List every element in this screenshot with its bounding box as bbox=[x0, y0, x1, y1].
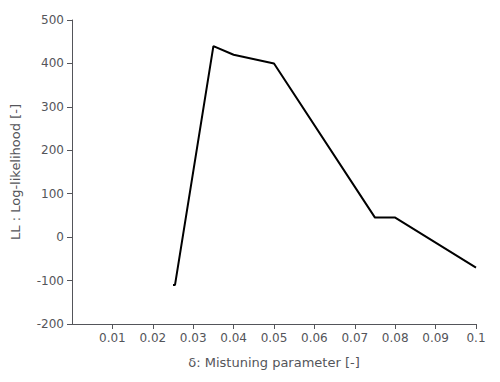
svg-text:500: 500 bbox=[41, 13, 64, 27]
svg-text:-200: -200 bbox=[37, 317, 64, 331]
svg-text:LL : Log-likelihood [-]: LL : Log-likelihood [-] bbox=[8, 104, 23, 240]
svg-text:0.09: 0.09 bbox=[422, 331, 449, 345]
svg-text:400: 400 bbox=[41, 56, 64, 70]
svg-text:200: 200 bbox=[41, 143, 64, 157]
svg-text:-100: -100 bbox=[37, 274, 64, 288]
svg-text:300: 300 bbox=[41, 100, 64, 114]
svg-text:0.06: 0.06 bbox=[301, 331, 328, 345]
svg-text:δ: Mistuning parameter [-]: δ: Mistuning parameter [-] bbox=[188, 355, 359, 370]
svg-text:0: 0 bbox=[56, 230, 64, 244]
svg-text:100: 100 bbox=[41, 187, 64, 201]
svg-text:0.03: 0.03 bbox=[180, 331, 207, 345]
svg-text:0.1: 0.1 bbox=[466, 331, 485, 345]
svg-text:0.05: 0.05 bbox=[261, 331, 288, 345]
svg-text:0.01: 0.01 bbox=[99, 331, 126, 345]
svg-text:0.04: 0.04 bbox=[220, 331, 247, 345]
svg-text:0.07: 0.07 bbox=[341, 331, 368, 345]
svg-text:0.08: 0.08 bbox=[382, 331, 409, 345]
svg-text:0.02: 0.02 bbox=[139, 331, 166, 345]
